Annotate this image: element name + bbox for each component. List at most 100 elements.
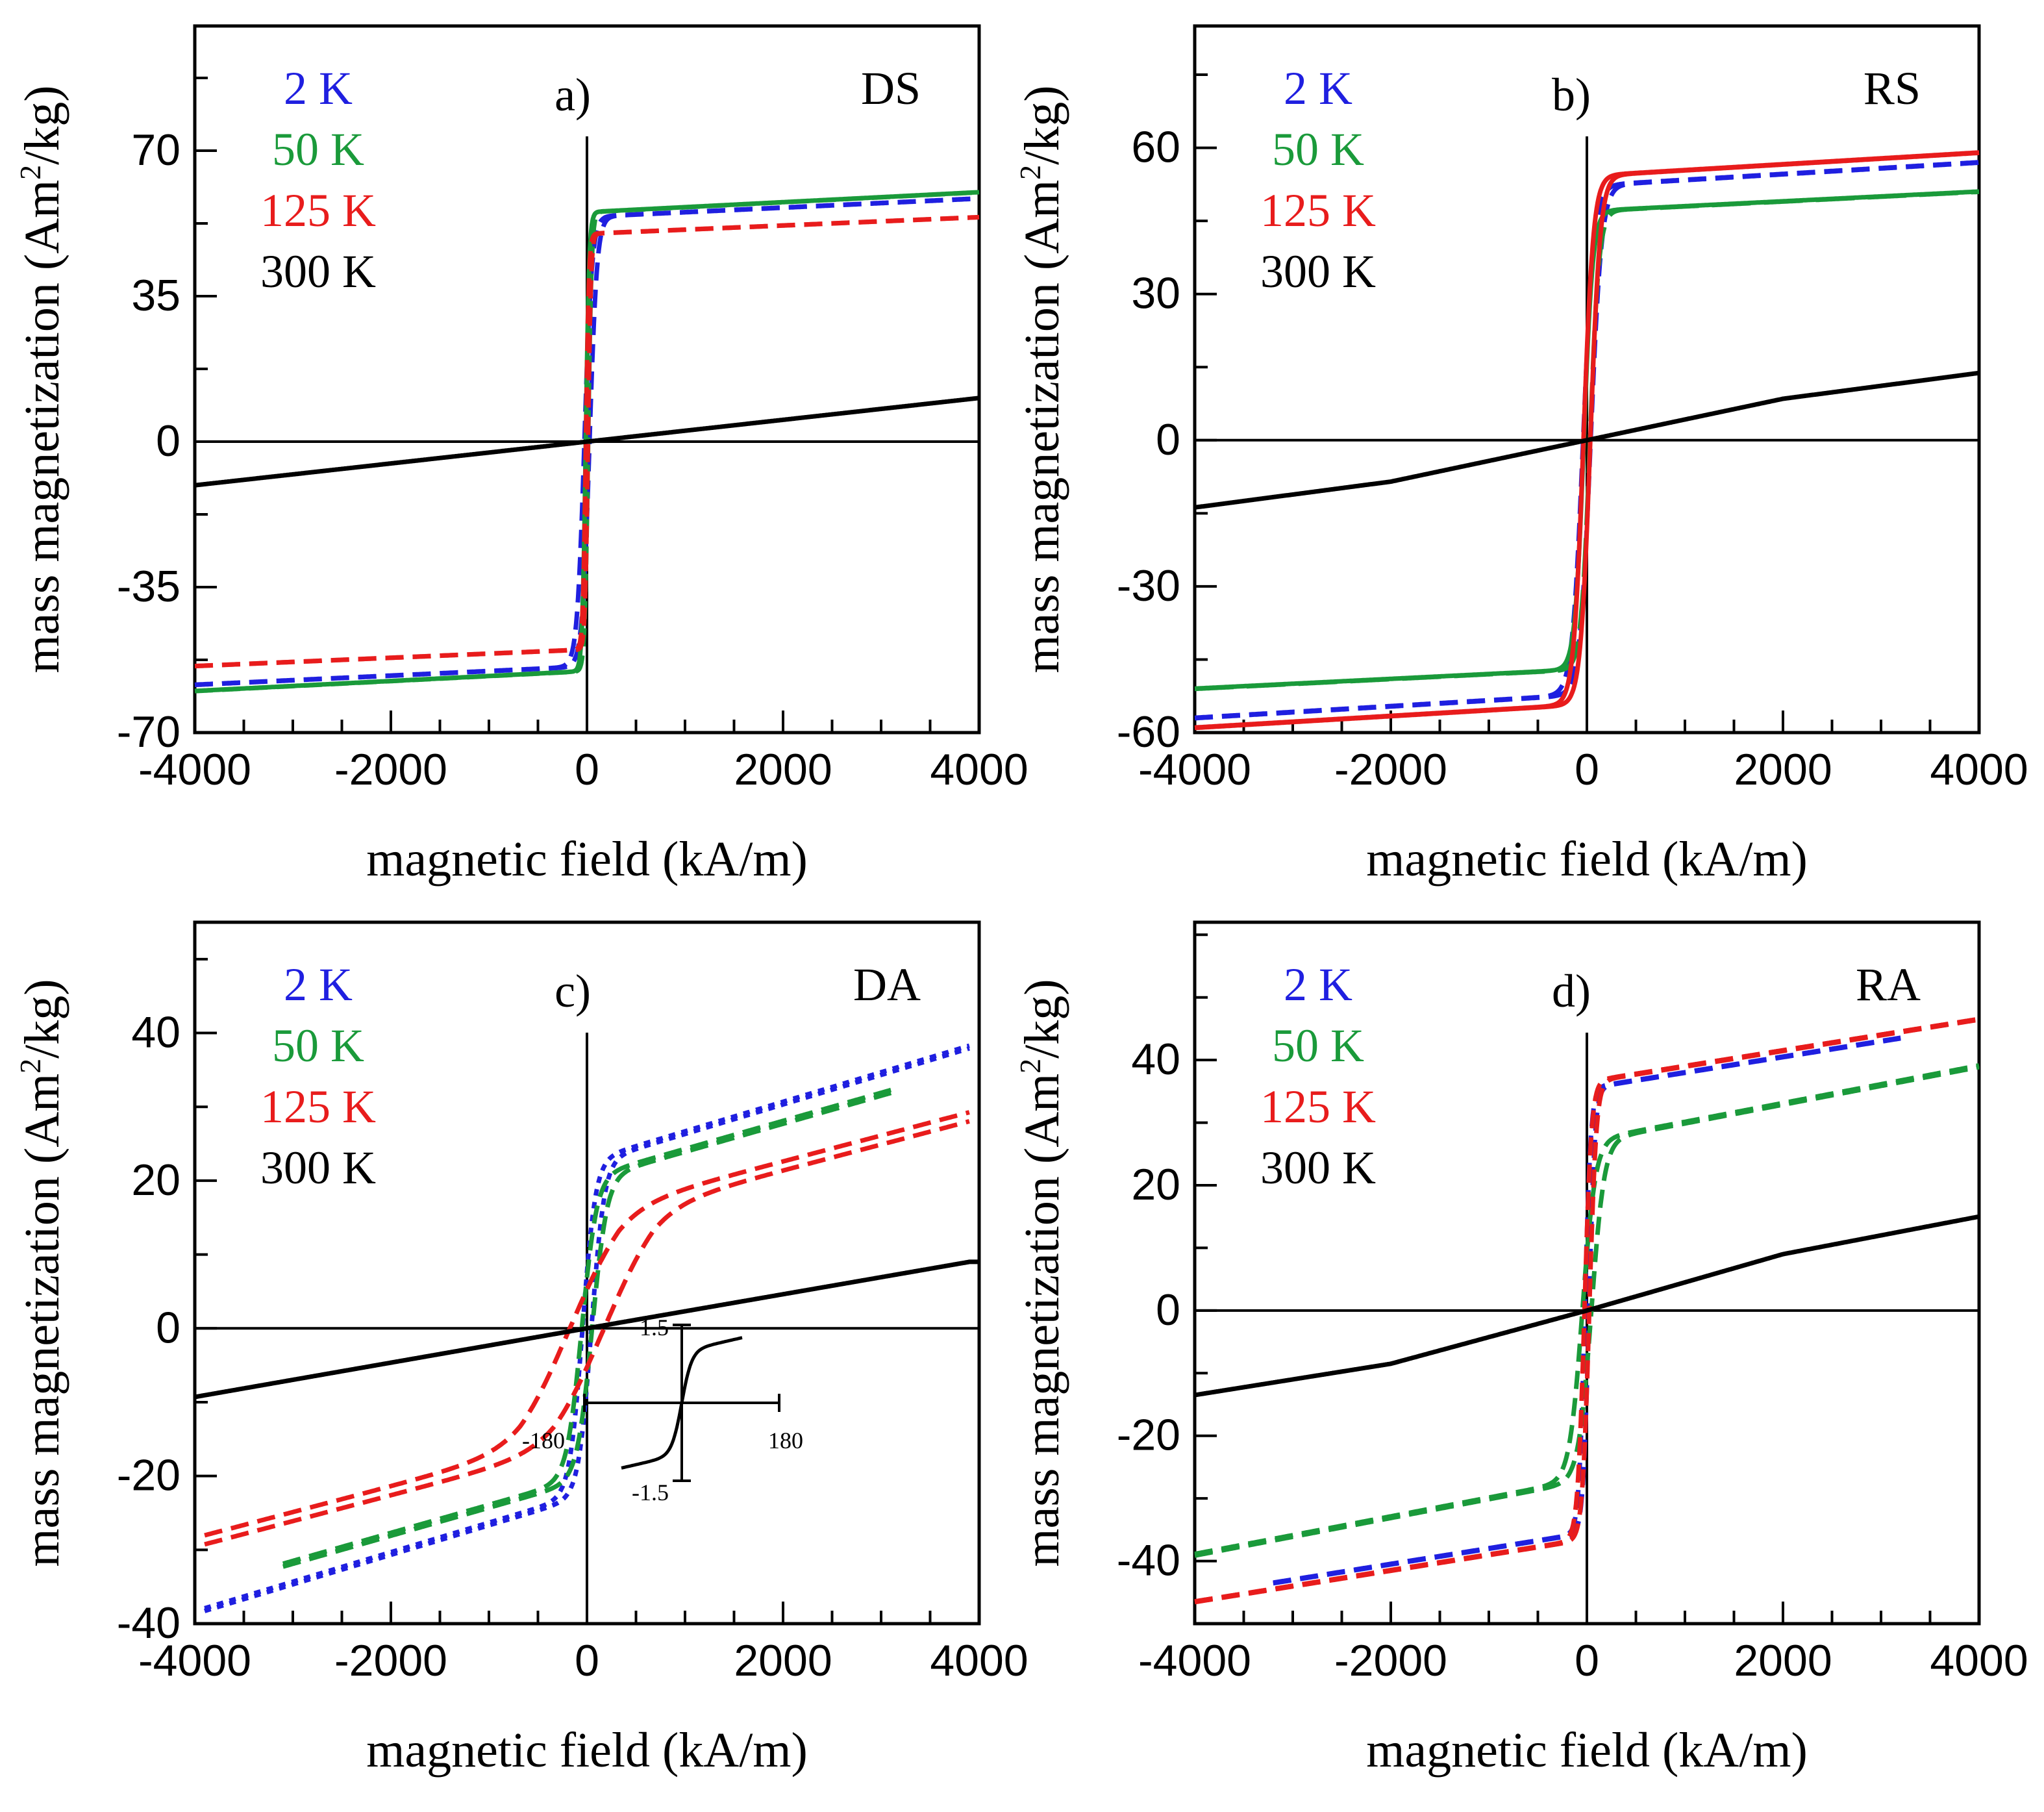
panel-c-da: -4000 -2000 0 2000 4000 -40 -20 0 20 40 magnetic f… xyxy=(14,920,1028,1778)
x-tick-label: -4000 xyxy=(1138,1636,1251,1685)
y-tick-label: 20 xyxy=(1131,1160,1180,1209)
legend-entry: 300 K xyxy=(260,245,376,297)
sample-label: RS xyxy=(1863,62,1921,114)
x-tick-label: 2000 xyxy=(734,745,832,794)
x-tick-label: 2000 xyxy=(1734,745,1832,794)
x-tick-label: -4000 xyxy=(138,1636,251,1685)
series-line-300k xyxy=(194,1259,979,1400)
y-tick-label: -20 xyxy=(1117,1411,1180,1460)
y-tick-label: 30 xyxy=(1131,269,1180,318)
y-tick-label: 0 xyxy=(1156,415,1180,464)
y-tick-label: -40 xyxy=(117,1598,181,1648)
panel-b-rs: -4000 -2000 0 2000 4000 -60 -30 0 30 60 magnetic f… xyxy=(1014,24,2028,887)
y-axis-title-sup: 2 xyxy=(14,1059,47,1074)
legend-entry: 2 K xyxy=(1284,62,1352,114)
series-line-50k xyxy=(282,1087,892,1567)
y-axis-title-main: mass magnetization (Am xyxy=(15,180,69,673)
y-tick-label: -30 xyxy=(1117,561,1180,610)
legend-entry: 2 K xyxy=(284,959,353,1011)
x-tick-label: -2000 xyxy=(1334,745,1447,794)
x-tick-label: 4000 xyxy=(930,745,1028,794)
y-tick-label: 40 xyxy=(1131,1035,1180,1084)
panel-letter: a) xyxy=(555,69,591,121)
series-line-300k xyxy=(1194,1214,1980,1398)
sample-label: DS xyxy=(861,62,921,114)
x-tick-label: -2000 xyxy=(334,745,447,794)
y-tick-label: -70 xyxy=(117,707,181,757)
x-tick-label: -2000 xyxy=(1334,1636,1447,1685)
legend-entry: 125 K xyxy=(1260,184,1376,236)
x-axis-title: magnetic field (kA/m) xyxy=(366,832,808,887)
legend-entry: 300 K xyxy=(1260,245,1376,297)
y-axis-title-tail: /kg) xyxy=(1015,85,1069,164)
x-tick-label: 0 xyxy=(575,745,599,794)
y-axis-title: mass magnetization (Am2/kg) xyxy=(14,979,69,1567)
panel-a-ds: -4000 -2000 0 2000 4000 -70 -35 0 35 70 magnetic f… xyxy=(14,24,1028,887)
x-tick-label: -2000 xyxy=(334,1636,447,1685)
y-tick-label: 20 xyxy=(131,1155,181,1205)
x-axis-title: magnetic field (kA/m) xyxy=(1366,1723,1808,1778)
y-axis-title: mass magnetization (Am2/kg) xyxy=(1014,85,1069,673)
y-tick-label: -40 xyxy=(1117,1536,1180,1585)
x-tick-label: 4000 xyxy=(1930,745,2028,794)
x-tick-label: 4000 xyxy=(930,1636,1028,1685)
sample-label: RA xyxy=(1856,959,1921,1011)
x-tick-label: 2000 xyxy=(1734,1636,1832,1685)
series-line-125k xyxy=(204,1110,970,1538)
series-line-125k xyxy=(1194,1016,1980,1604)
series-line-50k xyxy=(282,1090,892,1569)
x-tick-label: 2000 xyxy=(734,1636,832,1685)
y-tick-label: -60 xyxy=(1117,707,1180,757)
legend-entry: 50 K xyxy=(1272,1020,1364,1072)
inset-curve xyxy=(621,1336,743,1470)
x-tick-label: 4000 xyxy=(1930,1636,2028,1685)
inset-tick-label: 1.5 xyxy=(640,1315,669,1340)
x-tick-label: 0 xyxy=(1575,745,1599,794)
legend-entry: 2 K xyxy=(284,62,353,114)
y-tick-label: 0 xyxy=(1156,1285,1180,1335)
series-line-2k xyxy=(194,195,980,687)
x-tick-label: -4000 xyxy=(1138,745,1251,794)
panel-letter: d) xyxy=(1552,965,1591,1017)
x-tick-label: -4000 xyxy=(138,745,251,794)
y-tick-label: 60 xyxy=(1131,123,1180,172)
legend-entry: 50 K xyxy=(272,123,364,175)
y-axis-title-main: mass magnetization (Am xyxy=(1015,180,1069,673)
x-tick-label: 0 xyxy=(575,1636,599,1685)
panel-letter: c) xyxy=(555,965,591,1017)
y-axis-title-tail: /kg) xyxy=(15,85,69,164)
legend-entry: 2 K xyxy=(1284,959,1352,1011)
y-axis-title-sup: 2 xyxy=(14,165,47,180)
x-tick-label: 0 xyxy=(1575,1636,1599,1685)
y-axis-title-sup: 2 xyxy=(1014,165,1047,180)
panel-letter: b) xyxy=(1552,69,1591,121)
series-line-300k xyxy=(1194,370,1980,510)
inset-tick-label: 180 xyxy=(768,1428,803,1453)
y-axis-title-main: mass magnetization (Am xyxy=(1015,1074,1069,1567)
x-axis-title: magnetic field (kA/m) xyxy=(366,1723,808,1778)
series-line-125k xyxy=(195,214,980,668)
y-tick-label: 40 xyxy=(131,1008,181,1057)
y-tick-label: 0 xyxy=(156,1303,181,1352)
legend-entry: 50 K xyxy=(272,1020,364,1072)
y-axis-title: mass magnetization (Am2/kg) xyxy=(14,85,69,673)
legend-entry: 125 K xyxy=(260,1081,376,1133)
y-axis-title-main: mass magnetization (Am xyxy=(15,1074,69,1567)
x-axis-title: magnetic field (kA/m) xyxy=(1366,832,1808,887)
legend-entry: 125 K xyxy=(260,184,376,236)
series-line-125k xyxy=(204,1119,970,1547)
y-axis-title-tail: /kg) xyxy=(15,979,69,1058)
y-axis-title-sup: 2 xyxy=(1014,1059,1047,1074)
inset-tick-label: -1.5 xyxy=(632,1479,669,1505)
series-line-50k xyxy=(1194,1063,1980,1557)
y-tick-label: -35 xyxy=(117,562,181,611)
legend-entry: 125 K xyxy=(1260,1081,1376,1133)
y-tick-label: 0 xyxy=(156,416,181,466)
y-axis-title-tail: /kg) xyxy=(1015,979,1069,1058)
sample-label: DA xyxy=(853,959,921,1011)
legend-entry: 300 K xyxy=(1260,1142,1376,1194)
y-tick-label: 35 xyxy=(131,271,181,320)
series-line-125k xyxy=(1194,150,1980,730)
legend-entry: 300 K xyxy=(260,1142,376,1194)
